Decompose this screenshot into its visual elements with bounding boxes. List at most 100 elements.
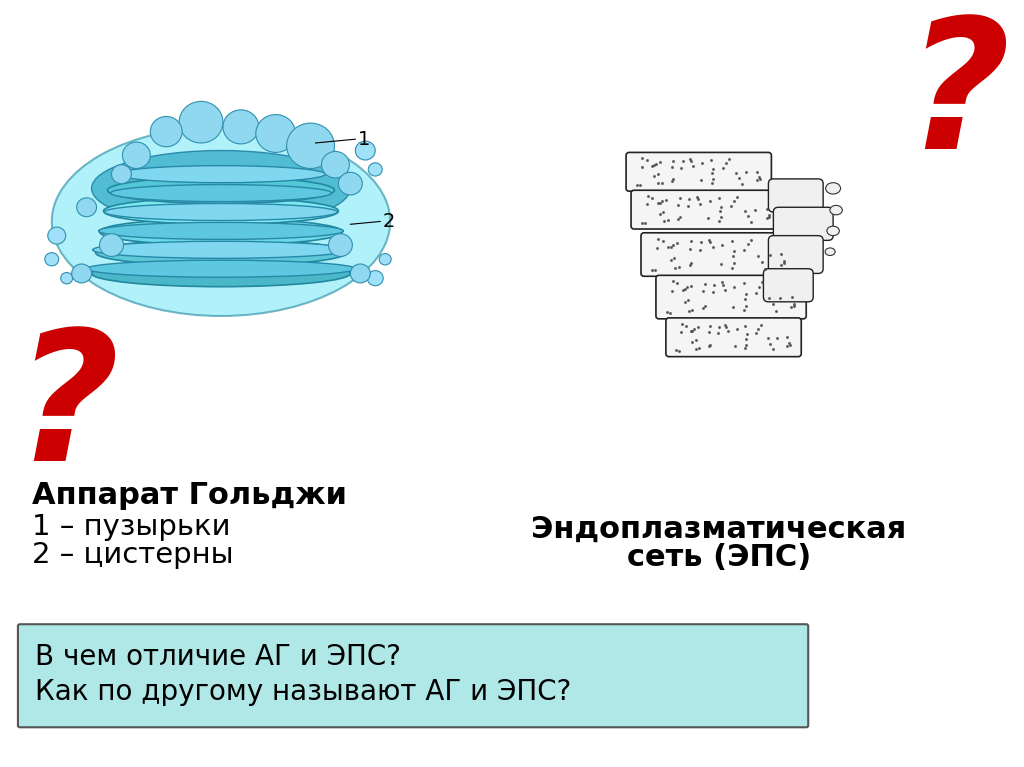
Point: [764, 298, 780, 311]
Point: [738, 166, 755, 179]
Point: [737, 332, 754, 344]
Point: [761, 211, 777, 223]
Ellipse shape: [91, 260, 350, 287]
Point: [718, 157, 734, 170]
Ellipse shape: [369, 163, 382, 176]
Point: [683, 155, 699, 167]
Point: [671, 261, 687, 273]
Point: [682, 153, 698, 166]
Point: [725, 301, 741, 313]
Text: Аппарат Гольджи: Аппарат Гольджи: [32, 482, 347, 511]
Point: [683, 257, 699, 269]
Point: [655, 206, 672, 219]
Point: [669, 237, 685, 249]
Point: [714, 239, 730, 251]
Point: [679, 281, 695, 294]
Point: [751, 322, 767, 334]
Point: [680, 199, 696, 212]
Point: [718, 321, 734, 333]
Point: [629, 179, 645, 191]
Point: [738, 328, 755, 341]
Point: [713, 211, 729, 223]
Point: [640, 190, 656, 202]
Ellipse shape: [329, 234, 352, 256]
Point: [683, 235, 699, 248]
Ellipse shape: [60, 272, 73, 284]
Point: [689, 321, 706, 334]
Point: [711, 321, 727, 333]
Point: [653, 196, 670, 208]
Point: [751, 281, 767, 293]
Text: сеть (ЭПС): сеть (ЭПС): [627, 543, 811, 572]
Point: [736, 292, 753, 304]
Point: [736, 244, 753, 256]
Ellipse shape: [99, 219, 342, 245]
Point: [675, 284, 691, 296]
FancyBboxPatch shape: [631, 190, 781, 229]
Point: [677, 319, 693, 331]
Point: [754, 276, 770, 288]
Point: [644, 264, 660, 276]
Point: [717, 284, 733, 296]
Point: [666, 154, 682, 166]
Point: [751, 250, 767, 262]
Point: [712, 205, 728, 217]
Point: [664, 175, 680, 187]
Point: [690, 193, 707, 206]
Point: [639, 154, 655, 166]
Point: [647, 264, 664, 276]
Point: [677, 296, 693, 308]
Ellipse shape: [829, 206, 843, 215]
Text: 1: 1: [358, 130, 371, 149]
Point: [705, 242, 721, 254]
Point: [702, 338, 719, 351]
Point: [681, 193, 697, 206]
Point: [715, 278, 731, 291]
Ellipse shape: [103, 198, 338, 224]
Point: [786, 300, 803, 312]
Point: [664, 285, 680, 297]
Point: [637, 217, 653, 229]
Point: [652, 208, 669, 220]
FancyBboxPatch shape: [768, 179, 823, 212]
Point: [748, 286, 764, 298]
Point: [687, 334, 703, 346]
FancyBboxPatch shape: [656, 275, 806, 319]
Point: [779, 331, 796, 344]
Ellipse shape: [92, 242, 349, 258]
Point: [737, 300, 754, 312]
Point: [685, 160, 701, 172]
Ellipse shape: [256, 114, 296, 153]
Point: [742, 216, 759, 228]
Point: [739, 209, 756, 222]
Text: 2: 2: [382, 212, 394, 231]
Point: [663, 254, 679, 266]
Point: [762, 249, 778, 262]
Point: [754, 255, 770, 268]
Point: [725, 250, 741, 262]
Point: [705, 173, 721, 186]
Point: [724, 262, 740, 274]
Point: [769, 331, 785, 344]
Point: [646, 170, 663, 183]
Point: [733, 178, 750, 190]
Point: [757, 262, 773, 275]
Point: [714, 276, 730, 288]
Point: [675, 155, 691, 167]
Point: [726, 195, 742, 207]
Ellipse shape: [355, 141, 375, 160]
FancyBboxPatch shape: [626, 153, 771, 191]
Point: [700, 326, 717, 338]
Point: [737, 342, 754, 354]
Point: [738, 288, 755, 300]
Text: ?: ?: [14, 323, 119, 499]
FancyBboxPatch shape: [768, 235, 823, 274]
Point: [632, 179, 648, 191]
Point: [742, 233, 759, 245]
Point: [695, 285, 712, 298]
Point: [667, 262, 683, 275]
Ellipse shape: [87, 260, 355, 277]
Point: [639, 199, 655, 211]
Point: [759, 203, 775, 216]
Point: [715, 162, 731, 174]
